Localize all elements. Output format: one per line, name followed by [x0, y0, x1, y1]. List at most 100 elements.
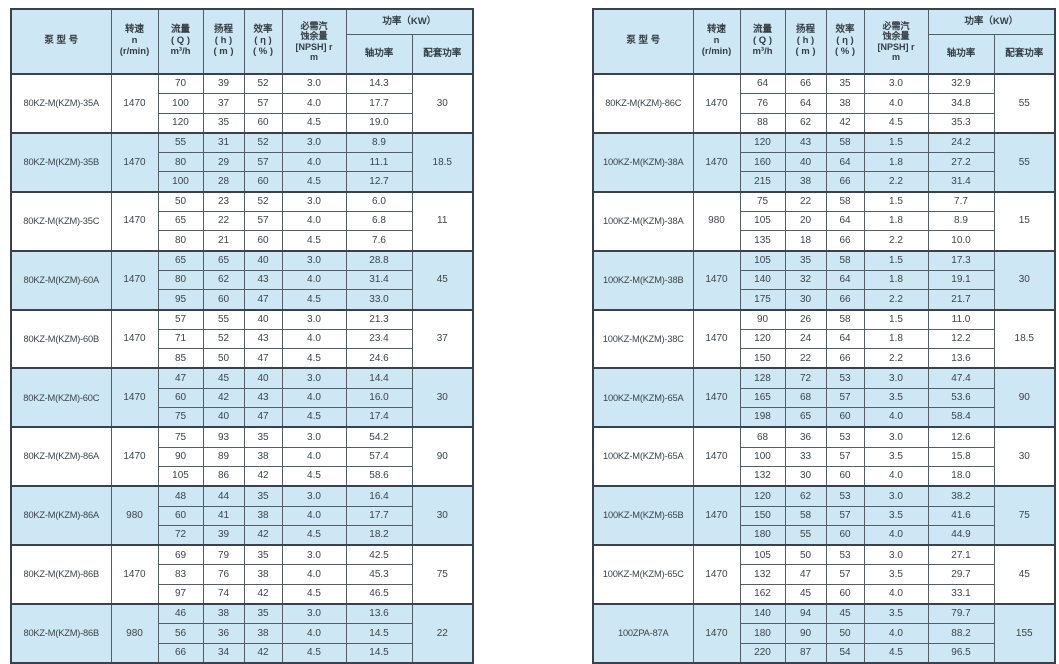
flow-cell: 55	[157, 131, 204, 154]
speed-cell: 1470	[692, 249, 741, 311]
efficiency-cell: 58	[825, 190, 865, 213]
efficiency-cell: 43	[243, 387, 283, 409]
speed-cell: 1470	[110, 249, 159, 311]
head-cell: 44	[202, 485, 245, 507]
flow-cell: 220	[739, 642, 786, 664]
shaft-power-cell: 11.0	[927, 308, 995, 330]
shaft-power-cell: 58.4	[927, 407, 995, 428]
table-row: 80KZ-M(KZM)-35A 1470 70 39 52 3.0 14.3 30	[10, 73, 474, 134]
flow-cell: 105	[157, 465, 204, 487]
efficiency-cell: 43	[243, 269, 283, 291]
shaft-power-cell: 7.6	[345, 230, 413, 252]
shaft-power-cell: 31.4	[345, 269, 413, 291]
col-header-head: 扬程 ( h ) ( m )	[784, 8, 827, 75]
shaft-power-cell: 28.8	[345, 249, 413, 271]
flow-cell: 83	[157, 564, 204, 585]
table-row: 105 20 64 1.8 8.9	[593, 211, 1055, 232]
efficiency-cell: 57	[243, 211, 283, 232]
flow-cell: 50	[157, 190, 204, 213]
model-cell: 80KZ-M(KZM)-86A	[10, 426, 112, 487]
speed-cell: 1470	[692, 603, 741, 664]
shaft-power-cell: 24.6	[345, 348, 413, 369]
col-header-shaft-power: 轴功率	[345, 34, 413, 75]
npsh-cell: 3.5	[863, 564, 929, 585]
shaft-power-cell: 6.8	[345, 211, 413, 232]
head-cell: 68	[784, 387, 827, 409]
npsh-cell: 2.2	[863, 230, 929, 252]
npsh-cell: 3.0	[863, 73, 929, 95]
table-row: 150 58 57 3.5 41.6	[593, 505, 1055, 526]
efficiency-cell: 57	[243, 93, 283, 114]
efficiency-cell: 42	[243, 642, 283, 664]
flow-cell: 128	[739, 367, 786, 389]
efficiency-cell: 58	[825, 308, 865, 330]
efficiency-cell: 64	[825, 328, 865, 350]
head-cell: 29	[202, 152, 245, 173]
model-cell: 100KZ-M(KZM)-65C	[592, 544, 694, 605]
npsh-cell: 2.2	[863, 289, 929, 311]
npsh-cell: 3.0	[281, 367, 347, 389]
efficiency-cell: 58	[825, 249, 865, 271]
table-row: 120 35 60 4.5 19.0	[11, 112, 473, 134]
npsh-cell: 4.0	[281, 623, 347, 644]
npsh-cell: 4.0	[863, 524, 929, 546]
head-cell: 18	[784, 230, 827, 252]
npsh-cell: 4.5	[281, 642, 347, 664]
npsh-cell: 4.0	[281, 446, 347, 467]
flow-cell: 120	[739, 131, 786, 154]
shaft-power-cell: 44.9	[927, 524, 995, 546]
shaft-power-cell: 8.9	[927, 211, 995, 232]
table-row: 80KZ-M(KZM)-86B 1470 69 79 35 3.0 42.5 75	[10, 544, 474, 605]
pump-spec-table-left: 泵 型 号 转速 n (r/min) 流量 ( Q ) m³/h 扬程 ( h …	[10, 8, 474, 664]
efficiency-cell: 35	[243, 426, 283, 448]
npsh-cell: 1.5	[863, 190, 929, 213]
efficiency-cell: 42	[243, 524, 283, 546]
head-cell: 45	[784, 583, 827, 605]
table-body: 80KZ-M(KZM)-35A 1470 70 39 52 3.0 14.3 30 100 37 5…	[10, 73, 474, 664]
npsh-cell: 4.0	[281, 211, 347, 232]
head-cell: 55	[202, 308, 245, 330]
shaft-power-cell: 21.3	[345, 308, 413, 330]
shaft-power-cell: 41.6	[927, 505, 995, 526]
npsh-cell: 1.5	[863, 131, 929, 154]
flow-cell: 57	[157, 308, 204, 330]
flow-cell: 69	[157, 544, 204, 566]
efficiency-cell: 53	[825, 367, 865, 389]
efficiency-cell: 66	[825, 230, 865, 252]
efficiency-cell: 60	[243, 171, 283, 193]
table-row: 85 50 47 4.5 24.6	[11, 348, 473, 369]
shaft-power-cell: 16.0	[345, 387, 413, 409]
head-cell: 89	[202, 446, 245, 467]
efficiency-cell: 64	[825, 269, 865, 291]
npsh-cell: 1.8	[863, 152, 929, 173]
shaft-power-cell: 21.7	[927, 289, 995, 311]
npsh-cell: 3.0	[281, 308, 347, 330]
head-cell: 79	[202, 544, 245, 566]
table-row: 80 29 57 4.0 11.1	[11, 152, 473, 173]
head-cell: 87	[784, 642, 827, 664]
npsh-cell: 4.0	[863, 623, 929, 644]
head-cell: 32	[784, 269, 827, 291]
efficiency-cell: 57	[825, 505, 865, 526]
flow-cell: 105	[739, 211, 786, 232]
shaft-power-cell: 32.9	[927, 73, 995, 95]
npsh-cell: 4.5	[863, 642, 929, 664]
table-row: 100 33 57 3.5 15.8	[593, 446, 1055, 467]
table-row: 83 76 38 4.0 45.3	[11, 564, 473, 585]
shaft-power-cell: 24.2	[927, 131, 995, 154]
npsh-cell: 3.0	[281, 485, 347, 507]
flow-cell: 48	[157, 485, 204, 507]
efficiency-cell: 38	[243, 623, 283, 644]
head-cell: 37	[202, 93, 245, 114]
npsh-cell: 4.5	[281, 171, 347, 193]
shaft-power-cell: 7.7	[927, 190, 995, 213]
flow-cell: 85	[157, 348, 204, 369]
shaft-power-cell: 29.7	[927, 564, 995, 585]
flow-cell: 160	[739, 152, 786, 173]
table-row: 165 68 57 3.5 53.6	[593, 387, 1055, 409]
flow-cell: 105	[739, 544, 786, 566]
npsh-cell: 4.5	[281, 289, 347, 311]
table-row: 132 47 57 3.5 29.7	[593, 564, 1055, 585]
head-cell: 50	[784, 544, 827, 566]
col-header-efficiency: 效率 ( η ) ( % )	[243, 8, 283, 75]
